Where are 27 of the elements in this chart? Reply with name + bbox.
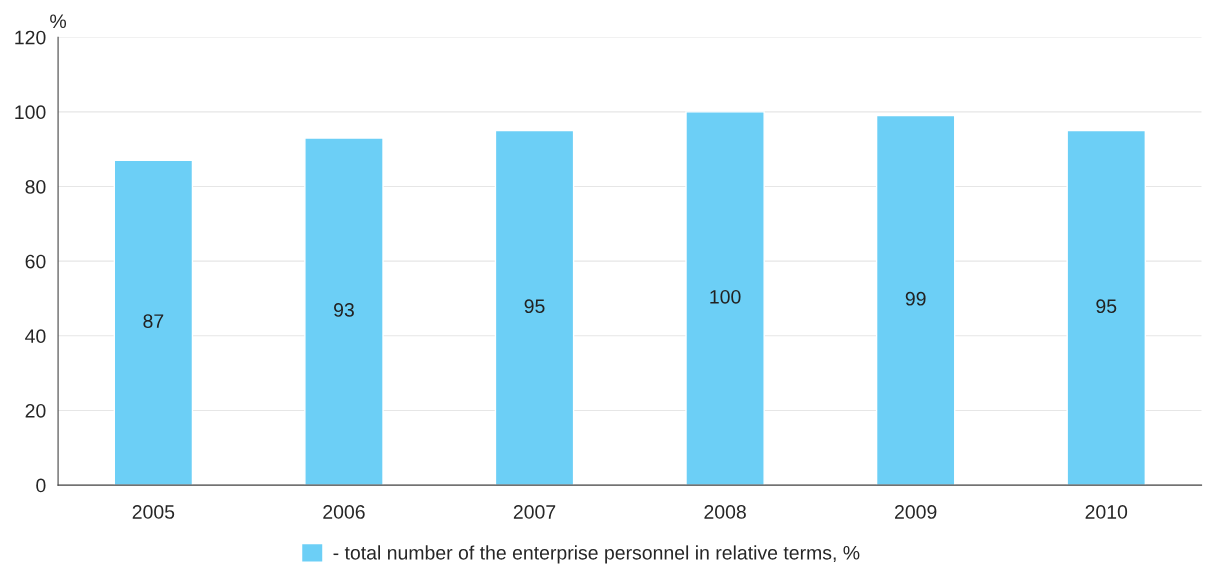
data-label: 95	[1096, 299, 1117, 314]
x-tick-label: 2008	[704, 505, 746, 519]
data-label: 99	[905, 291, 926, 306]
y-tick-label: 60	[25, 254, 46, 269]
x-tick-label: 2009	[895, 505, 937, 519]
y-axis-title: %	[50, 14, 67, 29]
data-label: 93	[334, 303, 354, 317]
legend-label: - total number of the enterprise personnel in relative terms, %	[333, 545, 860, 564]
bar	[494, 129, 575, 486]
y-tick-label: 40	[25, 329, 46, 344]
bar	[875, 114, 956, 486]
bar	[1066, 129, 1147, 486]
y-tick-label: 20	[25, 403, 46, 418]
bar	[304, 137, 384, 486]
x-tick-label: 2005	[132, 505, 175, 519]
bar	[113, 159, 194, 486]
y-tick-label: 100	[15, 105, 46, 120]
data-label: 100	[710, 289, 741, 304]
data-label: 95	[524, 299, 545, 314]
x-tick-label: 2006	[323, 505, 365, 519]
y-tick-label: 0	[36, 478, 46, 493]
x-tick-label: 2007	[513, 505, 556, 519]
data-label: 87	[143, 314, 164, 328]
y-tick-label: 120	[15, 30, 46, 45]
bar	[685, 111, 765, 486]
y-tick-label: 80	[25, 179, 46, 194]
x-tick-label: 2010	[1085, 505, 1128, 519]
